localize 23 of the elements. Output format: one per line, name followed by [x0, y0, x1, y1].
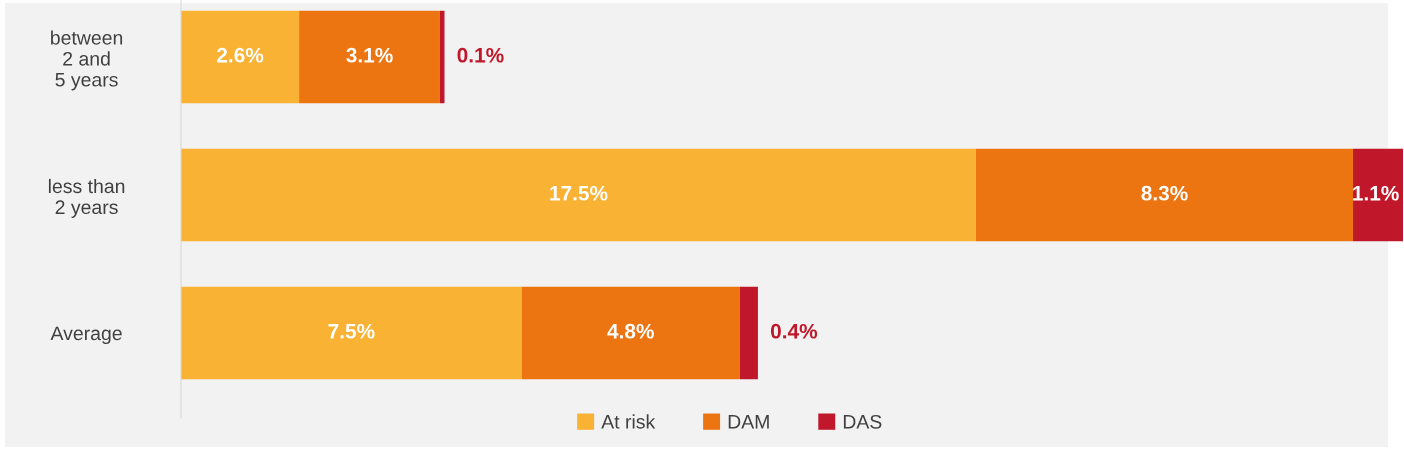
bar: [181, 148, 976, 242]
data-label: 3.1%: [346, 47, 393, 63]
legend-label: At risk: [601, 414, 656, 429]
data-label: 8.3%: [1141, 185, 1188, 201]
bar: [299, 10, 440, 104]
bar: [181, 10, 300, 104]
y-tick-label: between 2 and 5 years: [51, 30, 123, 91]
data-label: 0.1%: [457, 47, 504, 63]
data-label: 7.5%: [328, 323, 375, 339]
bar: [1353, 148, 1403, 242]
legend-label: DAS: [843, 414, 882, 429]
bar: [975, 148, 1354, 242]
data-label: 1.1%: [1353, 185, 1399, 201]
legend-label: DAM: [728, 415, 769, 429]
bar: [181, 286, 522, 380]
data-label: 17.5%: [550, 185, 608, 201]
bar: [739, 286, 758, 380]
data-label: 2.6%: [217, 47, 264, 63]
data-label: 0.4%: [770, 323, 818, 339]
data-label: 4.8%: [607, 323, 654, 339]
y-tick-label: Average: [50, 326, 122, 345]
y-tick-label: less than 2 years: [48, 178, 125, 218]
bar: [521, 286, 740, 380]
